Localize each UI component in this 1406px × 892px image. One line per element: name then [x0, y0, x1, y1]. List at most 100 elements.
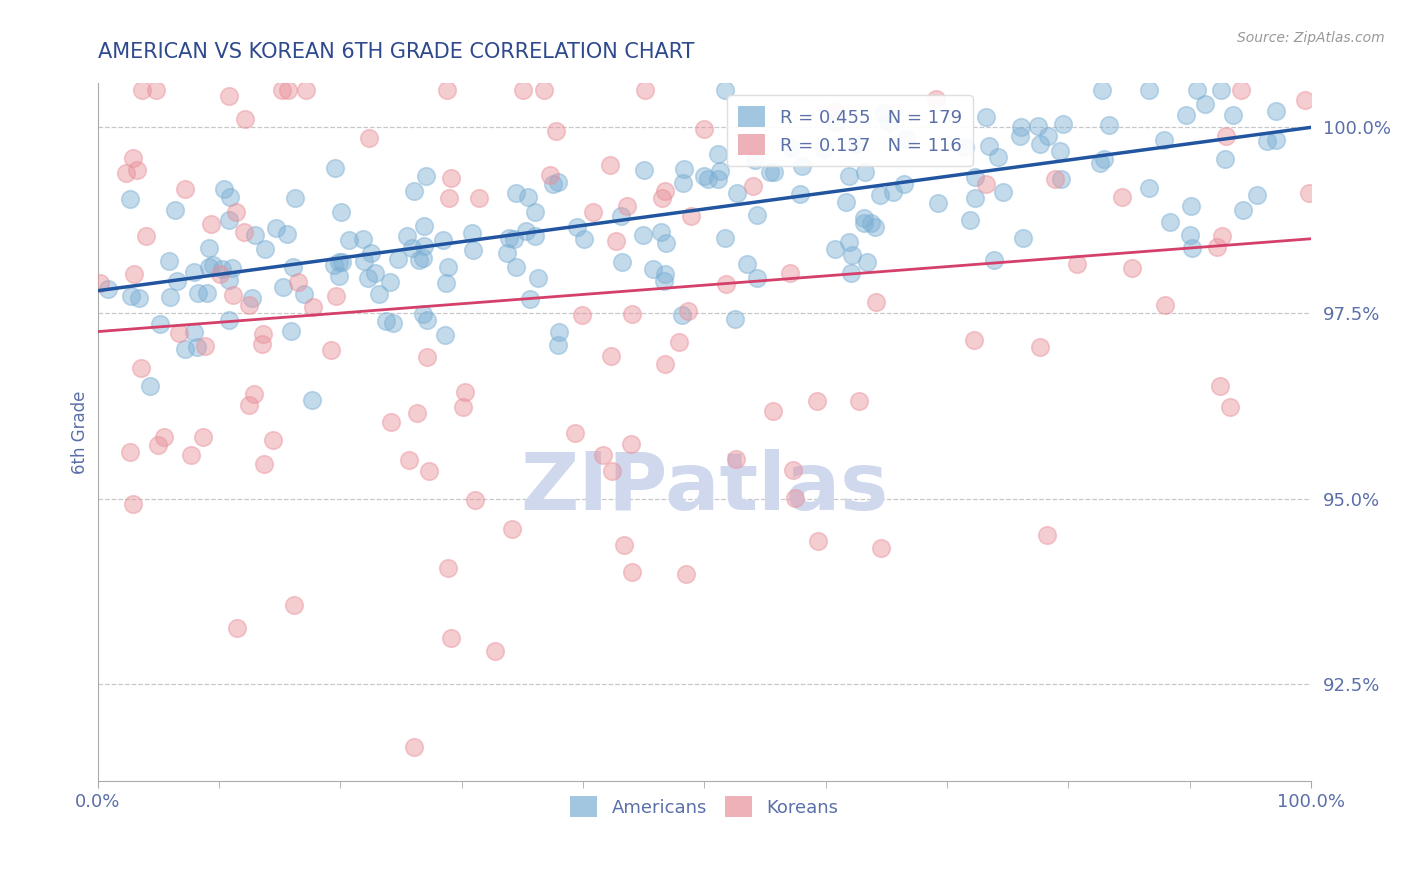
Point: [672, 176, 695, 190]
Point: [526, 270, 548, 285]
Point: [202, 258, 225, 272]
Point: [378, 275, 401, 289]
Point: [1010, 120, 1032, 134]
Point: [672, 162, 695, 177]
Point: [1232, 202, 1254, 217]
Point: [1036, 528, 1059, 542]
Point: [1180, 228, 1202, 243]
Point: [582, 205, 605, 219]
Point: [287, 275, 309, 289]
Point: [262, 433, 284, 447]
Point: [1097, 118, 1119, 132]
Point: [714, 83, 737, 97]
Point: [783, 491, 806, 505]
Point: [571, 308, 593, 322]
Point: [1153, 133, 1175, 147]
Point: [524, 228, 547, 243]
Point: [416, 350, 439, 364]
Point: [328, 255, 350, 269]
Point: [655, 235, 678, 250]
Point: [374, 314, 396, 328]
Point: [131, 83, 153, 97]
Point: [209, 267, 232, 281]
Point: [564, 425, 586, 440]
Point: [337, 233, 360, 247]
Point: [294, 83, 316, 97]
Point: [620, 565, 643, 579]
Point: [253, 458, 276, 472]
Point: [214, 182, 236, 196]
Point: [839, 266, 862, 280]
Point: [454, 384, 477, 399]
Point: [328, 268, 350, 283]
Point: [89, 276, 111, 290]
Point: [742, 178, 765, 193]
Point: [633, 162, 655, 177]
Point: [439, 191, 461, 205]
Point: [834, 194, 856, 209]
Point: [548, 325, 571, 339]
Point: [1049, 144, 1071, 158]
Point: [149, 318, 172, 332]
Point: [1211, 229, 1233, 244]
Point: [245, 227, 267, 242]
Point: [118, 193, 141, 207]
Point: [873, 106, 896, 120]
Point: [697, 172, 720, 186]
Point: [865, 295, 887, 310]
Point: [893, 177, 915, 191]
Point: [1206, 240, 1229, 254]
Point: [620, 436, 643, 450]
Point: [174, 182, 197, 196]
Point: [676, 303, 699, 318]
Y-axis label: 6th Grade: 6th Grade: [72, 390, 89, 474]
Point: [544, 124, 567, 138]
Point: [541, 177, 564, 191]
Point: [221, 260, 243, 275]
Point: [183, 265, 205, 279]
Point: [763, 165, 786, 179]
Point: [1154, 298, 1177, 312]
Point: [692, 121, 714, 136]
Point: [993, 185, 1015, 199]
Point: [654, 184, 676, 198]
Point: [1121, 261, 1143, 276]
Point: [1043, 171, 1066, 186]
Point: [440, 170, 463, 185]
Point: [716, 277, 738, 291]
Point: [270, 83, 292, 97]
Point: [1008, 128, 1031, 143]
Point: [412, 219, 434, 234]
Point: [167, 326, 190, 340]
Point: [860, 216, 883, 230]
Point: [877, 115, 900, 129]
Point: [281, 260, 304, 274]
Point: [330, 204, 353, 219]
Point: [963, 170, 986, 185]
Point: [159, 290, 181, 304]
Point: [853, 211, 876, 225]
Point: [200, 218, 222, 232]
Point: [222, 288, 245, 302]
Point: [505, 260, 527, 275]
Point: [974, 110, 997, 124]
Point: [233, 225, 256, 239]
Point: [120, 289, 142, 303]
Point: [406, 406, 429, 420]
Point: [380, 415, 402, 429]
Point: [415, 169, 437, 183]
Point: [283, 598, 305, 612]
Point: [198, 260, 221, 274]
Point: [434, 277, 457, 291]
Point: [501, 522, 523, 536]
Point: [848, 393, 870, 408]
Point: [301, 300, 323, 314]
Point: [484, 644, 506, 658]
Point: [724, 312, 747, 326]
Point: [357, 271, 380, 285]
Point: [1180, 199, 1202, 213]
Point: [869, 188, 891, 202]
Point: [724, 452, 747, 467]
Point: [131, 360, 153, 375]
Point: [264, 221, 287, 235]
